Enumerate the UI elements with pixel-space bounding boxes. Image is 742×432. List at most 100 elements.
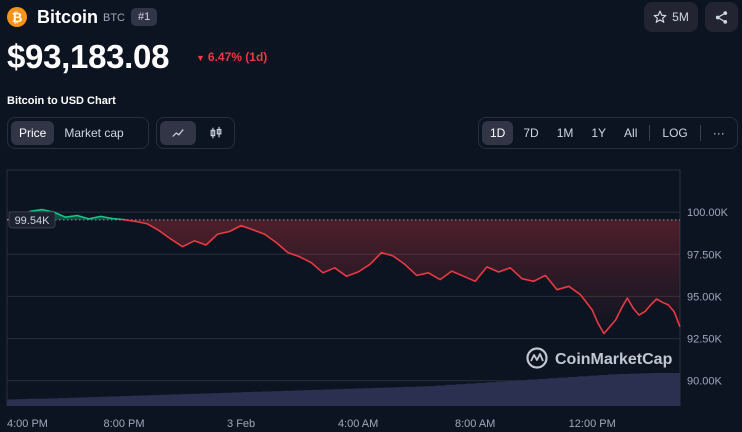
volume-bar xyxy=(149,395,161,406)
volume-bar xyxy=(292,390,304,406)
chart-mode-tabs xyxy=(156,117,235,149)
volume-bar xyxy=(68,397,79,406)
volume-bar xyxy=(669,373,681,406)
price-chart-svg: 100.00K 97.50K 95.00K 92.50K 90.00K 99.54K 4:0… xyxy=(6,169,729,430)
price-change-value: 6.47% (1d) xyxy=(207,50,268,64)
volume-bar xyxy=(27,398,38,406)
volume-bar xyxy=(486,382,497,406)
watchlist-count: 5M xyxy=(672,10,689,24)
volume-bar xyxy=(394,387,405,406)
volume-bar xyxy=(231,392,242,406)
volume-bar xyxy=(17,399,28,406)
volume-bar xyxy=(618,373,630,406)
volume-bar xyxy=(608,374,620,406)
volume-bar xyxy=(7,399,18,406)
volume-bar xyxy=(200,393,212,406)
coinmarketcap-logo xyxy=(526,347,548,369)
price-chart[interactable]: 100.00K 97.50K 95.00K 92.50K 90.00K 99.54K 4:0… xyxy=(0,168,742,432)
y-tick-label: 90.00K xyxy=(687,376,723,388)
volume-bar xyxy=(649,373,660,406)
volume-bar xyxy=(537,378,548,406)
coin-name: Bitcoin xyxy=(37,7,98,27)
volume-bar xyxy=(516,380,528,406)
y-tick-label: 97.50K xyxy=(687,249,723,261)
volume-bar xyxy=(547,378,558,406)
watchlist-button[interactable]: 5M xyxy=(644,2,698,32)
volume-bar xyxy=(496,381,507,406)
volume-bar xyxy=(57,398,69,406)
x-tick-label: 12:00 PM xyxy=(569,418,616,430)
x-tick-label: 8:00 PM xyxy=(104,418,145,430)
reference-badge xyxy=(8,211,56,229)
volume-bar xyxy=(47,398,59,406)
rank-badge: #1 xyxy=(131,8,158,26)
volume-bar xyxy=(629,373,640,406)
volume-bar xyxy=(170,394,181,406)
current-price: $93,183.08 xyxy=(7,38,170,75)
volume-bar xyxy=(159,394,171,406)
range-1y[interactable]: 1Y xyxy=(591,126,607,140)
bitcoin-icon: ₿ xyxy=(7,7,27,27)
x-tick-label: 3 Feb xyxy=(227,418,255,430)
share-icon xyxy=(715,10,728,24)
volume-bar xyxy=(210,393,222,406)
reference-label: 99.54K xyxy=(15,215,51,227)
chart-title: Bitcoin to USD Chart xyxy=(7,95,116,107)
volume-bar xyxy=(659,373,671,406)
line-mode-button[interactable] xyxy=(160,121,196,145)
range-1d[interactable]: 1D xyxy=(482,121,514,145)
share-button[interactable] xyxy=(705,2,738,32)
candlestick-icon xyxy=(210,126,222,139)
more-options-button[interactable]: ··· xyxy=(712,126,725,140)
volume-bar xyxy=(506,380,518,406)
watermark: CoinMarketCap xyxy=(555,351,673,368)
tab-market-cap[interactable]: Market cap xyxy=(64,126,124,140)
y-tick-label: 100.00K xyxy=(687,207,729,219)
log-toggle[interactable]: LOG xyxy=(662,126,688,140)
volume-bar xyxy=(302,390,314,406)
volume-bar xyxy=(374,387,385,406)
volume-bar xyxy=(272,391,283,406)
volume-bar xyxy=(221,392,232,406)
volume-bar xyxy=(425,386,436,406)
price-area-down xyxy=(7,219,680,334)
volume-bar xyxy=(353,388,365,406)
range-1m[interactable]: 1M xyxy=(556,126,574,140)
volume-bar xyxy=(261,391,273,406)
time-range-tabs: 1D 7D 1M 1Y All LOG ··· xyxy=(478,117,738,149)
volume-bar xyxy=(384,387,395,406)
volume-bar xyxy=(465,383,477,406)
price-line-down xyxy=(6,219,681,335)
coin-symbol: BTC xyxy=(103,12,125,24)
candle-mode-button[interactable] xyxy=(198,121,234,145)
volume-bar xyxy=(88,397,100,406)
divider xyxy=(649,125,651,141)
line-chart-icon xyxy=(172,129,184,137)
range-7d[interactable]: 7D xyxy=(523,126,539,140)
y-tick-label: 95.00K xyxy=(687,291,723,303)
range-all[interactable]: All xyxy=(624,126,638,140)
volume-bar xyxy=(78,397,89,406)
chart-type-tabs: Price Market cap xyxy=(7,117,149,149)
volume-bar xyxy=(445,384,456,406)
star-icon xyxy=(653,10,667,23)
volume-bar xyxy=(180,394,191,406)
tab-price[interactable]: Price xyxy=(11,121,55,145)
volume-bar xyxy=(414,386,426,406)
price-change: ▼ 6.47% (1d) xyxy=(196,49,267,66)
price-area-up xyxy=(7,209,680,220)
volume-bar xyxy=(455,384,467,406)
volume-bar xyxy=(567,376,579,406)
x-tick-label: 4:00 PM xyxy=(7,418,48,430)
x-tick-label: 4:00 AM xyxy=(338,418,378,430)
volume-bar xyxy=(578,376,589,406)
volume-bar xyxy=(323,389,334,406)
volume-bar xyxy=(435,385,446,406)
volume-bar xyxy=(476,382,487,406)
volume-bar xyxy=(343,388,354,406)
volume-bar xyxy=(129,395,140,406)
down-arrow-icon: ▼ xyxy=(196,53,205,63)
x-tick-label: 8:00 AM xyxy=(455,418,495,430)
volume-bar xyxy=(588,375,599,406)
volume-bar xyxy=(639,373,650,406)
